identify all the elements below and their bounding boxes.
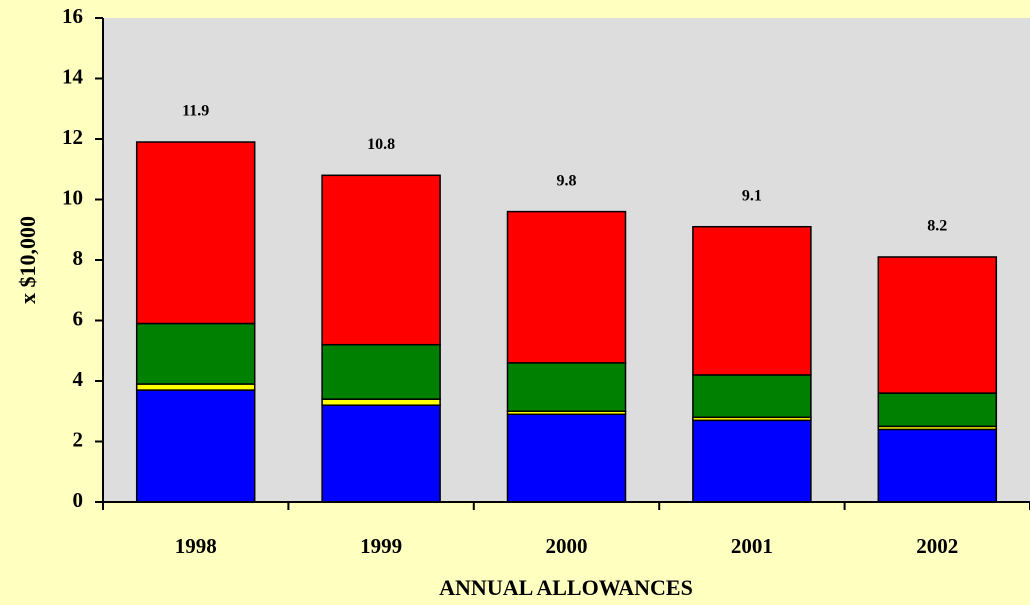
bar-segment <box>877 256 998 394</box>
bar-segment <box>506 210 627 364</box>
y-tick-label: 6 <box>73 306 84 330</box>
total-label: 8.2 <box>927 218 947 235</box>
x-axis-title: ANNUAL ALLOWANCES <box>439 575 693 600</box>
bar-segment <box>135 322 256 385</box>
x-tick-label: 2000 <box>546 534 588 558</box>
bar-segment <box>506 413 627 503</box>
bar-segment <box>506 362 627 413</box>
bar-segment <box>135 141 256 325</box>
y-tick-label: 4 <box>73 367 84 391</box>
bar-segment <box>692 419 812 503</box>
x-tick-label: 2001 <box>731 534 773 558</box>
bar-segment <box>135 383 256 391</box>
x-tick-label: 1999 <box>360 534 402 558</box>
y-tick-label: 8 <box>73 246 84 270</box>
bar-segment <box>692 374 812 419</box>
total-label: 10.8 <box>367 136 395 153</box>
y-tick-label: 14 <box>62 64 84 88</box>
y-tick-label: 0 <box>73 488 84 512</box>
x-tick-label: 2002 <box>916 534 958 558</box>
total-label: 9.8 <box>557 172 577 189</box>
x-tick-label: 1998 <box>175 534 217 558</box>
bar-segment <box>321 404 441 503</box>
bar-segment <box>877 428 998 503</box>
bar-segment <box>692 225 812 376</box>
total-label: 9.1 <box>742 187 762 204</box>
bar-segment <box>321 398 441 406</box>
bar-segment <box>877 392 998 428</box>
y-tick-label: 2 <box>73 427 84 451</box>
y-axis-title: x $10,000 <box>15 216 40 304</box>
bar-segment <box>135 389 256 503</box>
y-tick-label: 16 <box>62 4 83 28</box>
bar-segment <box>321 174 441 346</box>
y-tick-label: 12 <box>62 125 83 149</box>
bar-segment <box>321 343 441 400</box>
total-label: 11.9 <box>182 103 209 120</box>
y-tick-label: 10 <box>62 185 83 209</box>
